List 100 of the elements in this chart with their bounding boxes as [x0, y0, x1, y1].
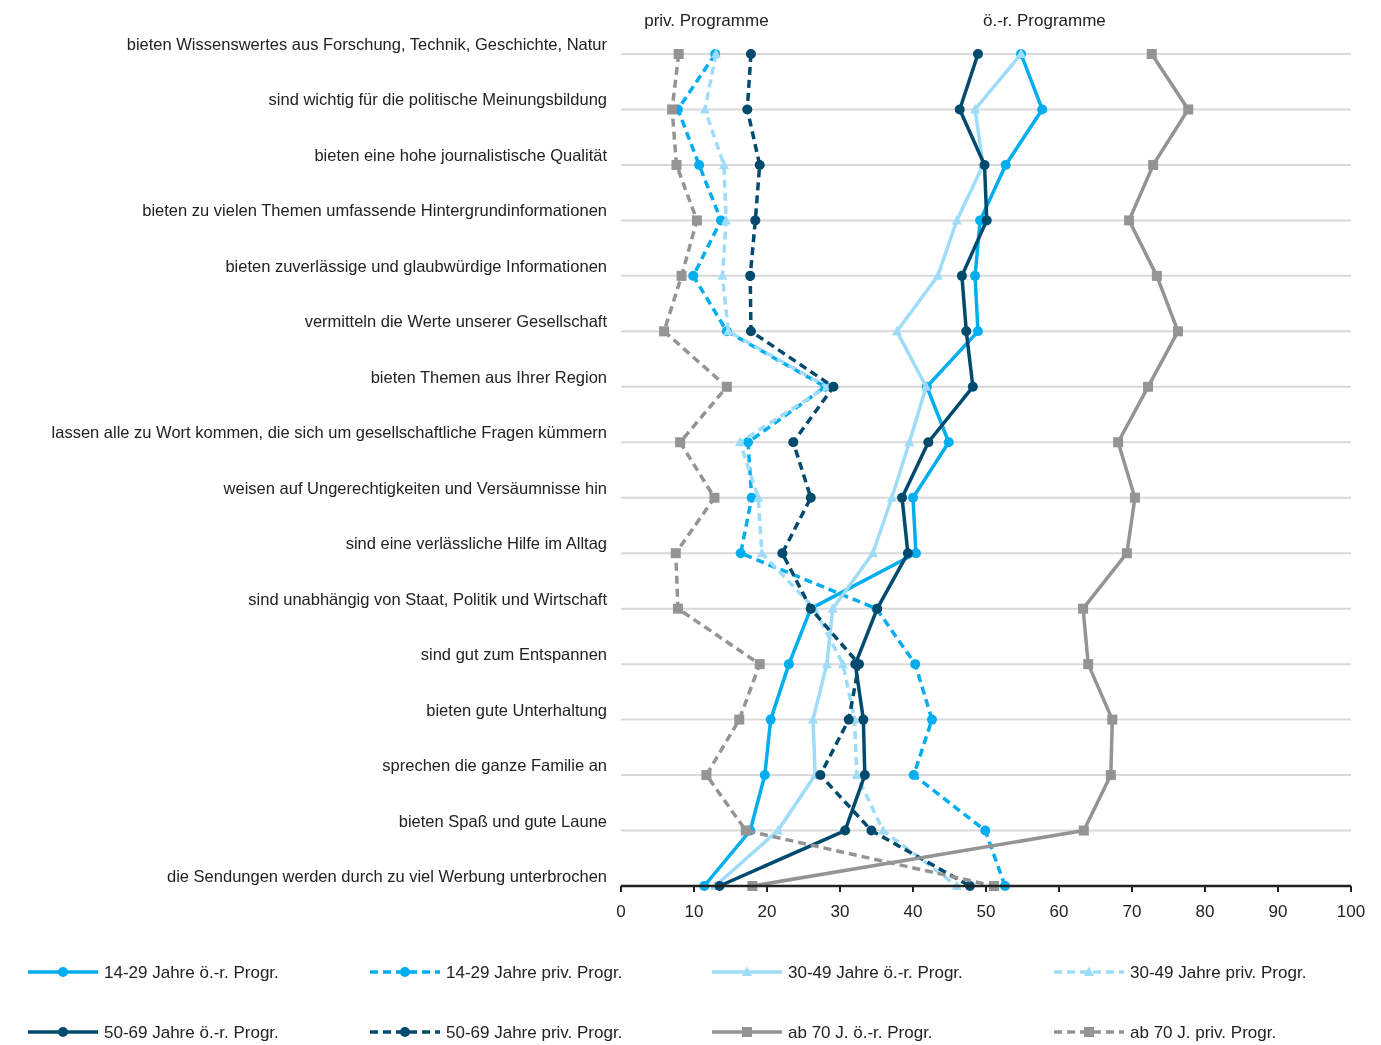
- point: [694, 159, 705, 170]
- point: [943, 437, 954, 448]
- point: [753, 492, 764, 502]
- y-tick-label: sind wichtig für die politische Meinungsbildung: [268, 90, 607, 109]
- y-tick-label: bieten zuverlässige und glaubwürdige Informationen: [225, 256, 607, 275]
- point: [735, 548, 746, 559]
- x-tick-label: 70: [1122, 902, 1142, 921]
- point: [926, 714, 937, 725]
- point: [908, 770, 919, 781]
- point: [721, 214, 732, 225]
- point: [1083, 659, 1094, 670]
- point: [718, 159, 729, 169]
- legend-label: 14-29 Jahre ö.-r. Progr.: [104, 963, 279, 982]
- point: [902, 548, 913, 559]
- point: [1148, 159, 1159, 170]
- point: [759, 770, 770, 781]
- legend-label: 50-69 Jahre ö.-r. Progr.: [104, 1023, 279, 1042]
- point: [815, 770, 826, 781]
- point: [688, 270, 699, 281]
- point: [777, 548, 788, 559]
- point: [897, 492, 908, 503]
- point: [851, 769, 862, 780]
- point: [858, 714, 869, 725]
- point: [691, 215, 702, 226]
- point: [709, 492, 720, 503]
- y-tick-label: sprechen die ganze Familie an: [382, 756, 607, 775]
- point: [956, 270, 967, 281]
- point: [1124, 215, 1135, 226]
- point: [886, 492, 897, 502]
- point: [827, 603, 838, 613]
- point: [750, 215, 761, 226]
- point: [1107, 714, 1118, 725]
- point: [670, 548, 681, 559]
- y-tick-label: weisen auf Ungerechtigkeiten und Versäumnisse hin: [222, 478, 607, 497]
- point: [701, 770, 712, 781]
- x-tick-label: 50: [976, 902, 996, 921]
- legend-label: 50-69 Jahre priv. Progr.: [446, 1023, 623, 1042]
- point: [1000, 159, 1011, 170]
- point: [866, 825, 877, 836]
- point: [910, 659, 921, 670]
- point: [1113, 437, 1124, 448]
- point: [734, 714, 745, 725]
- point: [717, 270, 728, 280]
- point: [745, 326, 756, 337]
- point: [972, 326, 983, 337]
- y-tick-label: lassen alle zu Wort kommen, die sich um gesellschaftliche Fragen kümmern: [51, 423, 607, 442]
- point: [954, 104, 965, 115]
- x-tick-label: 90: [1268, 902, 1288, 921]
- point: [783, 659, 794, 670]
- point: [754, 659, 765, 670]
- x-tick-label: 60: [1049, 902, 1069, 921]
- point: [1151, 270, 1162, 281]
- x-tick-label: 100: [1336, 902, 1366, 921]
- point: [932, 270, 943, 280]
- legend-label: ab 70 J. priv. Progr.: [1130, 1023, 1277, 1042]
- point: [734, 436, 745, 447]
- point: [676, 270, 687, 281]
- point: [837, 658, 848, 669]
- x-tick-label: 20: [757, 902, 777, 921]
- y-tick-label: bieten Spaß und gute Laune: [398, 811, 607, 830]
- x-tick-label: 0: [616, 902, 626, 921]
- point: [788, 437, 799, 448]
- x-tick-label: 80: [1195, 902, 1215, 921]
- y-tick-label: sind unabhängig von Staat, Politik und Wirtschaft: [248, 589, 608, 608]
- y-tick-label: bieten Wissenswertes aus Forschung, Technik, Geschichte, Natur: [126, 35, 608, 53]
- point: [672, 603, 683, 614]
- x-tick-label: 40: [903, 902, 923, 921]
- point: [667, 104, 678, 115]
- point: [805, 492, 816, 503]
- point: [972, 49, 983, 59]
- point: [904, 436, 915, 447]
- annotation: ö.-r. Programme: [982, 11, 1106, 30]
- y-tick-label: vermitteln die Werte unserer Gesellschaft: [304, 312, 608, 331]
- point: [671, 159, 682, 170]
- y-tick-label: bieten Themen aus Ihrer Region: [370, 367, 607, 386]
- y-tick-label: sind gut zum Entspannen: [420, 645, 607, 664]
- point: [765, 714, 776, 725]
- y-tick-label: die Sendungen werden durch zu viel Werbung unterbrochen: [167, 867, 607, 885]
- point: [828, 381, 839, 392]
- point: [1078, 825, 1089, 836]
- point: [908, 492, 918, 503]
- point: [970, 270, 981, 281]
- point: [807, 714, 818, 724]
- point: [742, 104, 753, 115]
- legend-label: 30-49 Jahre priv. Progr.: [1130, 963, 1307, 982]
- point: [721, 381, 732, 392]
- x-tick-label: 10: [684, 902, 704, 921]
- point: [1037, 104, 1048, 115]
- y-tick-label: bieten zu vielen Themen umfassende Hintergrundinformationen: [142, 201, 607, 220]
- point: [840, 825, 851, 836]
- legend-label: 14-29 Jahre priv. Progr.: [446, 963, 623, 982]
- point: [967, 381, 978, 392]
- point: [745, 49, 756, 59]
- point: [1143, 381, 1154, 392]
- point: [756, 547, 767, 558]
- annotation: priv. Programme: [644, 11, 769, 30]
- point: [891, 325, 902, 336]
- point: [951, 214, 962, 225]
- point: [1172, 326, 1183, 337]
- point: [980, 825, 991, 836]
